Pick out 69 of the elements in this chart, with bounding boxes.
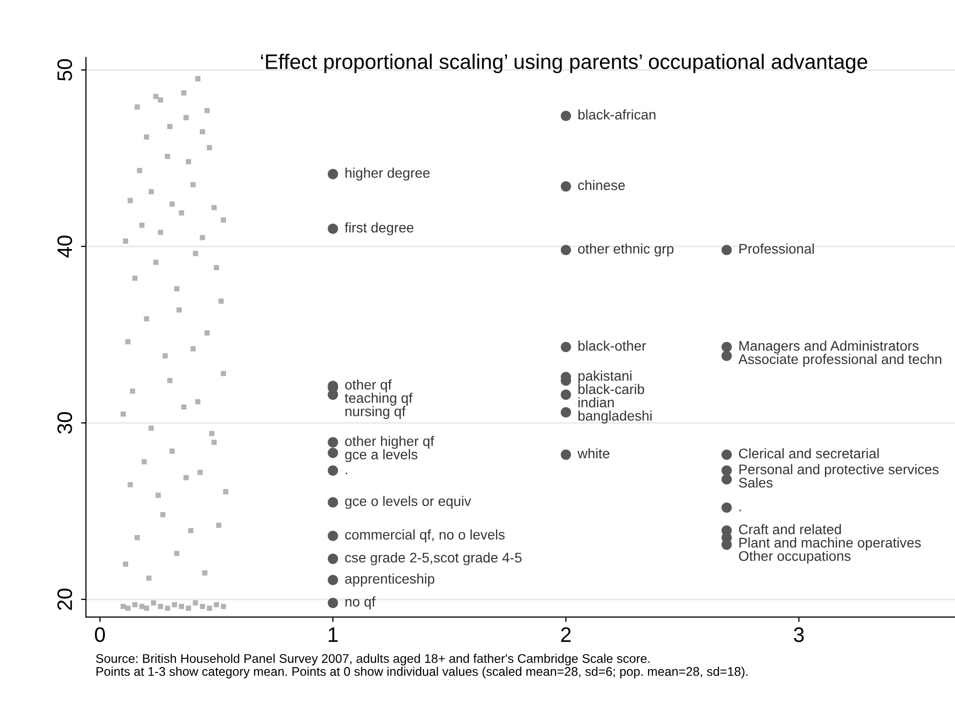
annotation: no qf	[345, 596, 376, 610]
annotation: Other occupations	[738, 550, 851, 564]
annotation: commercial qf, no o levels	[345, 529, 505, 542]
annotation: Craft and related	[739, 524, 841, 534]
point	[722, 540, 732, 550]
point	[560, 244, 572, 256]
annotation: black-other	[578, 340, 646, 351]
annotation: Personal and protective services	[739, 464, 939, 478]
point	[328, 465, 338, 476]
text: Points at 1-3 show category mean. Points at 0 show individual values (scaled mean=28, sd=6; pop. mean=28, sd=18).	[96, 666, 748, 678]
annotation: bangladeshi	[578, 410, 652, 424]
point	[560, 407, 572, 418]
annotation: nursing qf	[345, 406, 406, 419]
chart-title: ‘Effect proportional scaling’ using parents’ occupational advantage	[261, 54, 868, 74]
y-tick-label: 20	[57, 588, 72, 610]
annotation: indian	[578, 397, 614, 408]
point	[328, 554, 338, 564]
annotation: Associate professional and techn	[738, 354, 942, 367]
point	[328, 390, 338, 400]
annotation: black-african	[578, 109, 656, 120]
point	[722, 244, 732, 256]
x-tick-label: 0	[94, 627, 105, 642]
point	[560, 450, 572, 460]
annotation: gce a levels	[345, 449, 418, 462]
point	[328, 437, 338, 448]
point	[722, 450, 732, 460]
annotation: cse grade 2-5,scot grade 4-5	[345, 552, 522, 566]
point	[328, 224, 338, 234]
annotation: higher degree	[346, 168, 430, 181]
y-tick-label: 50	[57, 59, 72, 81]
annotation: .	[346, 472, 348, 474]
point	[560, 181, 572, 192]
x-tick-label: 1	[328, 628, 338, 642]
annotation: white	[578, 448, 610, 458]
point	[328, 497, 338, 508]
point	[722, 502, 732, 513]
point	[328, 168, 338, 180]
y-tick-label: 30	[57, 412, 72, 434]
annotation: other qf	[345, 379, 392, 392]
point	[560, 390, 572, 400]
point	[560, 342, 572, 352]
point	[722, 474, 732, 485]
annotation: Clerical and secretarial	[739, 448, 879, 458]
source-note: Source: British Household Panel Survey 2007, adults aged 18+ and father's Cambridge Scale score.	[96, 654, 650, 666]
x-tick-label: 2	[561, 627, 571, 642]
point	[328, 574, 338, 586]
annotation: apprenticeship	[345, 574, 434, 586]
point	[328, 448, 338, 458]
annotation: Managers and Administrators	[739, 340, 918, 354]
annotation: other ethnic grp	[578, 243, 674, 256]
annotation: black-carib	[578, 384, 644, 394]
annotation: Sales	[738, 477, 773, 488]
x-tick-label: 3	[794, 627, 804, 642]
annotation: pakistani	[578, 370, 632, 384]
annotation: chinese	[578, 180, 625, 190]
annotation: other higher qf	[345, 436, 434, 449]
point	[328, 598, 338, 608]
point	[722, 465, 732, 476]
annotation: gce o levels or equiv	[345, 496, 472, 509]
annotation: first degree	[344, 222, 414, 236]
point	[328, 530, 338, 542]
point	[722, 350, 732, 361]
y-tick-label: 40	[57, 236, 72, 258]
annotation: .	[740, 510, 741, 512]
annotation: teaching qf	[344, 392, 413, 406]
annotation: Professional	[739, 243, 814, 254]
point	[722, 342, 732, 352]
annotation: Plant and machine operatives	[739, 537, 921, 550]
point	[560, 110, 572, 121]
